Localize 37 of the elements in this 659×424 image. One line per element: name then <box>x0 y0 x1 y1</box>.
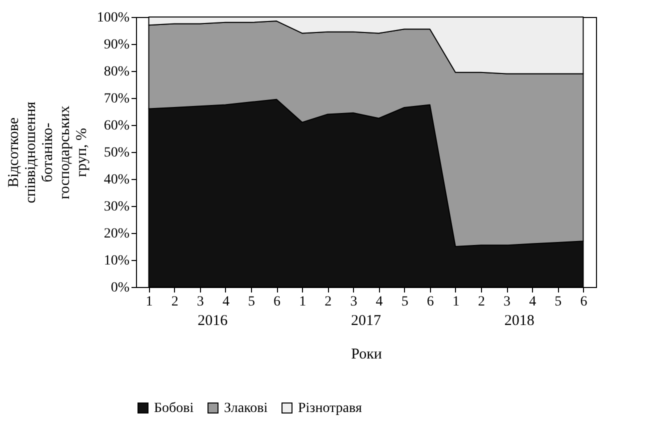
y-tick-label: 20% <box>104 226 130 242</box>
y-tick-label: 30% <box>104 200 130 214</box>
y-tick-label: 40% <box>104 172 130 188</box>
y-tick-label: 80% <box>104 64 130 80</box>
x-tick-label: 4 <box>529 294 536 310</box>
y-axis-title: Відсоткове співвідношення ботаніко-господарських груп, % <box>6 102 90 204</box>
x-tick-label: 6 <box>580 294 588 310</box>
y-tick-label: 10% <box>104 254 130 268</box>
legend-label: Бобові <box>154 401 194 416</box>
x-tick-label: 3 <box>504 294 511 310</box>
x-tick-label: 4 <box>376 294 383 310</box>
x-tick-label: 2 <box>324 294 332 310</box>
x-tick-label: 6 <box>274 294 281 310</box>
x-tick-label: 1 <box>299 294 306 310</box>
x-tick-label: 3 <box>196 294 204 310</box>
y-tick-label: 60% <box>104 118 130 134</box>
y-tick-label: 0% <box>110 280 130 296</box>
x-tick-label: 3 <box>350 294 358 310</box>
legend-label: Злакові <box>224 401 268 416</box>
text: 2016 <box>198 313 228 329</box>
x-tick-label: 5 <box>401 294 408 310</box>
y-tick-label: 50% <box>104 146 130 160</box>
y-tick-label: 90% <box>104 38 130 52</box>
x-tick-label: 1 <box>146 294 153 310</box>
x-tick-label: 5 <box>248 294 255 310</box>
x-axis-title: Роки <box>351 346 382 362</box>
x-tick-label: 5 <box>554 294 562 310</box>
x-tick-label: 4 <box>222 294 230 310</box>
legend-label: Різнотравя <box>298 401 362 416</box>
x-tick-label: 1 <box>452 294 460 310</box>
text: 2017 <box>351 313 382 329</box>
x-tick-label: 6 <box>426 294 434 310</box>
x-tick-label: 2 <box>171 294 178 310</box>
x-tick-label: 2 <box>478 294 485 310</box>
y-tick-label: 100% <box>96 10 130 26</box>
y-tick-label: 70% <box>104 92 130 106</box>
text: 2018 <box>504 313 534 329</box>
